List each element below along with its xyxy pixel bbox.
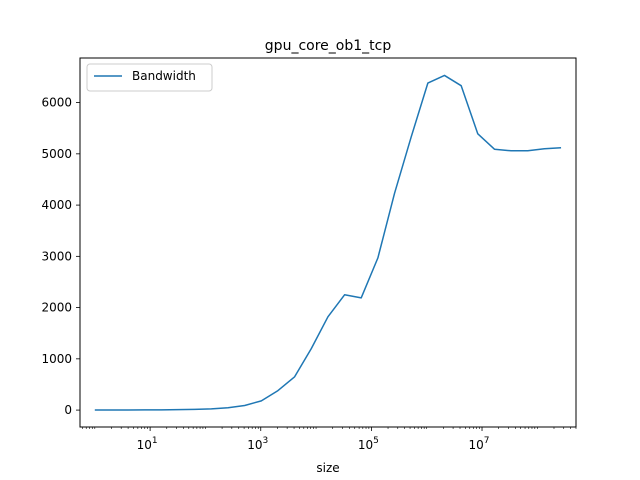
y-tick-label: 0	[64, 403, 72, 417]
legend-label: Bandwidth	[132, 69, 196, 83]
x-tick-label: 103	[247, 436, 268, 452]
plot-frame	[79, 57, 577, 428]
series-line-0	[94, 74, 562, 411]
legend-box	[86, 63, 213, 92]
x-axis-label: size	[316, 461, 339, 475]
y-tick-label: 3000	[41, 249, 72, 263]
plot-area	[94, 74, 562, 411]
x-tick-label: 107	[469, 436, 490, 452]
chart-title: gpu_core_ob1_tcp	[265, 38, 392, 54]
y-tick-label: 4000	[41, 198, 72, 212]
legend: Bandwidth	[86, 63, 213, 92]
y-tick-label: 2000	[41, 301, 72, 315]
x-tick-label: 101	[137, 436, 158, 452]
y-tick-label: 6000	[41, 96, 72, 110]
x-axis: 101 103 105 107	[82, 427, 577, 452]
y-axis: 0 1000 2000 3000 4000 5000 6000	[41, 96, 80, 417]
x-tick-label: 105	[358, 436, 379, 452]
y-tick-label: 5000	[41, 147, 72, 161]
y-tick-label: 1000	[41, 352, 72, 366]
